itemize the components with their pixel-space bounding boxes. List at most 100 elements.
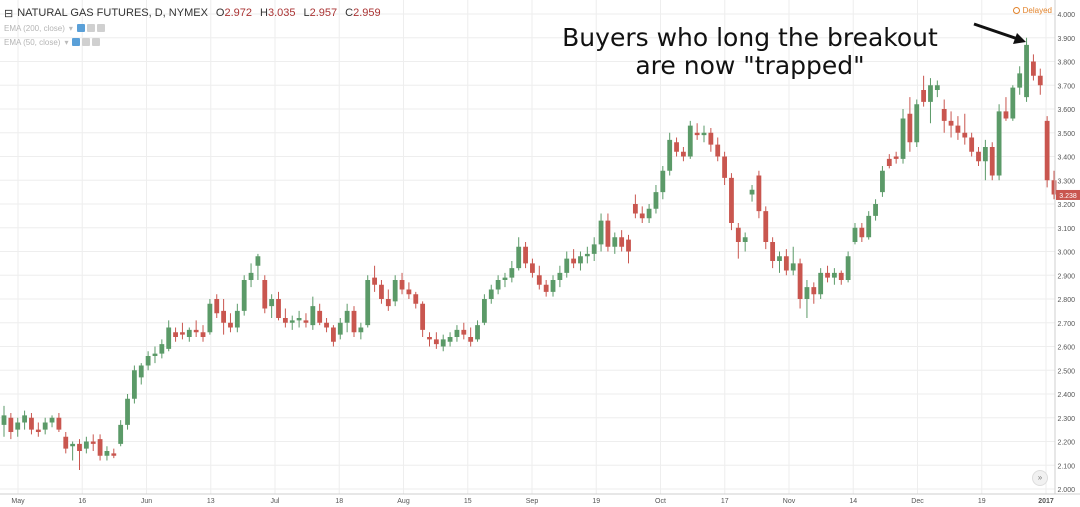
candle xyxy=(97,434,103,461)
candle-body xyxy=(550,280,556,292)
time-tick-label: Dec xyxy=(911,498,924,505)
time-tick-label: 13 xyxy=(207,498,215,505)
indicator-ema-50[interactable]: EMA (50, close) ▾ xyxy=(4,35,381,49)
candle xyxy=(35,422,41,437)
candle-body xyxy=(35,429,41,432)
candle-body xyxy=(502,277,508,280)
eye-icon[interactable] xyxy=(72,38,81,46)
candle-body xyxy=(1051,180,1057,195)
candle xyxy=(667,132,673,176)
candle-body xyxy=(509,268,515,278)
candle xyxy=(221,299,227,335)
price-tick-label: 3.400 xyxy=(1057,155,1075,162)
candle xyxy=(1003,97,1009,121)
candle-body xyxy=(955,125,961,133)
time-tick-label: 16 xyxy=(78,498,86,505)
candle-body xyxy=(372,277,377,285)
time-tick-label: 2017 xyxy=(1038,498,1054,505)
candle xyxy=(125,394,130,430)
candle xyxy=(681,147,686,162)
price-tick-label: 2.500 xyxy=(1057,368,1075,375)
candle xyxy=(145,351,151,371)
candle xyxy=(866,211,872,240)
candle-body xyxy=(193,329,199,333)
candle xyxy=(427,332,432,347)
candle-body xyxy=(70,443,76,447)
candle-body xyxy=(591,244,597,254)
candle xyxy=(104,446,110,461)
candle-body xyxy=(49,417,55,423)
candle-body xyxy=(1003,111,1009,119)
candle-body xyxy=(962,132,968,138)
symbol-legend-row[interactable]: ⊟ NATURAL GAS FUTURES, D, NYMEX O2.972 H… xyxy=(4,5,381,21)
gear-icon[interactable] xyxy=(86,24,95,32)
candle-body xyxy=(811,287,817,295)
candle-body xyxy=(495,280,501,290)
candle xyxy=(969,132,975,157)
candle xyxy=(626,234,631,264)
close-icon[interactable] xyxy=(96,24,105,32)
candle-body xyxy=(248,272,254,280)
indicator-ema-200[interactable]: EMA (200, close) ▾ xyxy=(4,21,381,35)
price-tick-label: 3.800 xyxy=(1057,60,1075,67)
high-value: H3.035 xyxy=(260,7,296,19)
candle xyxy=(873,199,878,221)
price-tick-label: 3.700 xyxy=(1057,83,1075,90)
candle xyxy=(111,448,117,459)
candle xyxy=(385,289,391,311)
delayed-label: Delayed xyxy=(1022,6,1052,15)
candle-body xyxy=(859,227,865,238)
delayed-status[interactable]: Delayed xyxy=(1012,6,1052,15)
candle-body xyxy=(406,289,412,295)
candles xyxy=(1,37,1057,470)
candle xyxy=(811,282,817,304)
price-tick-label: 3.500 xyxy=(1057,131,1075,138)
candle-body xyxy=(166,327,172,349)
candle-body xyxy=(125,398,130,425)
time-tick-label: 19 xyxy=(978,498,986,505)
collapse-legend-icon[interactable]: ⊟ xyxy=(4,7,14,20)
candle-body xyxy=(639,213,645,219)
candle-body xyxy=(612,237,618,247)
candle-body xyxy=(756,175,762,212)
candle-body xyxy=(907,113,913,143)
candle-body xyxy=(145,356,151,366)
close-icon[interactable] xyxy=(92,38,101,46)
candle xyxy=(989,142,995,181)
candle xyxy=(475,320,480,342)
candle xyxy=(495,275,501,295)
candle-body xyxy=(681,151,686,157)
gear-icon[interactable] xyxy=(82,38,91,46)
candle xyxy=(1024,37,1029,102)
candle xyxy=(289,315,295,330)
candle xyxy=(921,75,927,107)
candle-body xyxy=(331,327,336,342)
candle xyxy=(77,439,82,470)
eye-icon[interactable] xyxy=(76,24,85,32)
candle xyxy=(591,237,597,261)
candle-body xyxy=(97,439,103,456)
candle xyxy=(907,97,913,152)
candle-body xyxy=(763,211,769,242)
candle xyxy=(886,154,892,169)
annotation-line-1: Buyers who long the breakout xyxy=(562,23,938,52)
candle-body xyxy=(289,320,295,323)
candle xyxy=(8,413,14,440)
candle xyxy=(914,99,920,147)
candle-body xyxy=(516,246,522,269)
price-tick-label: 3.600 xyxy=(1057,107,1075,114)
candle xyxy=(83,436,89,454)
chevron-down-icon[interactable]: ▾ xyxy=(64,37,69,47)
price-tick-label: 3.200 xyxy=(1057,202,1075,209)
candle xyxy=(880,166,885,197)
scroll-to-realtime-button[interactable]: » xyxy=(1032,470,1048,486)
candle xyxy=(207,299,213,335)
chevron-down-icon[interactable]: ▾ xyxy=(68,23,73,33)
candle-body xyxy=(632,204,638,214)
candle-body xyxy=(969,137,975,152)
time-tick-label: 19 xyxy=(592,498,600,505)
clock-icon xyxy=(1012,7,1020,14)
low-value: L2.957 xyxy=(303,7,338,19)
price-tick-label: 4.000 xyxy=(1057,12,1075,19)
